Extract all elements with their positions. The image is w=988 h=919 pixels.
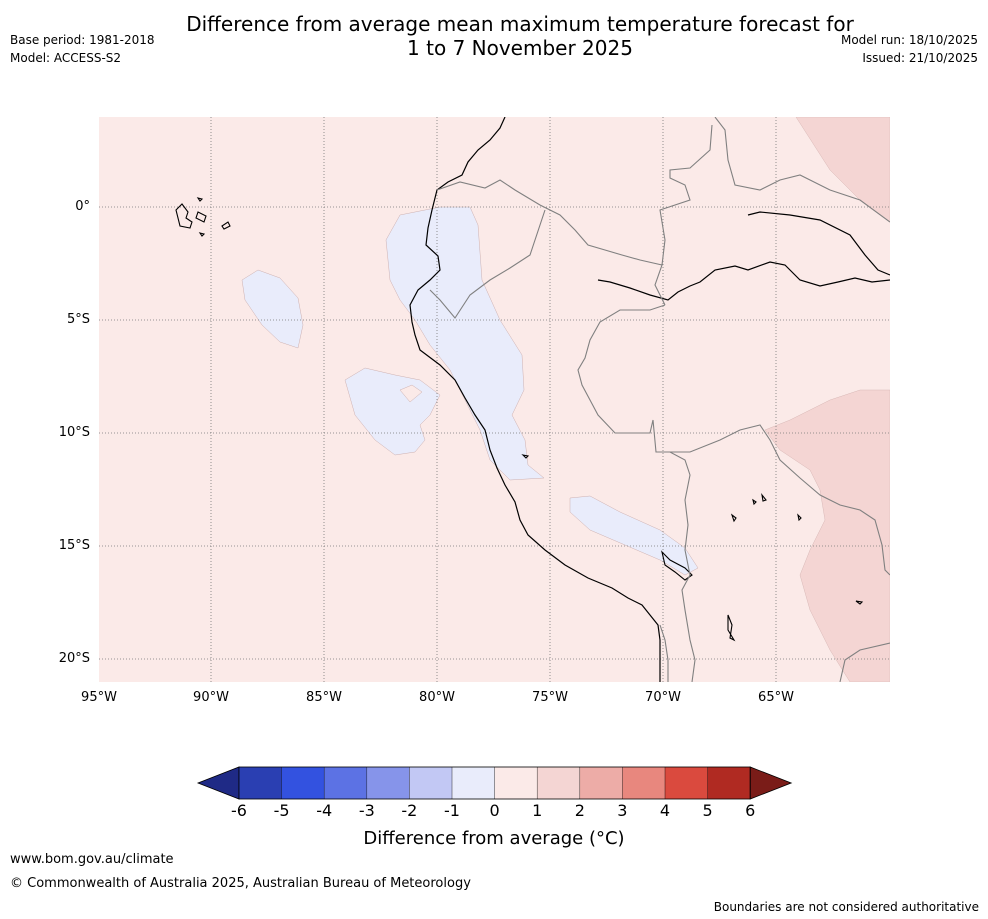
colorbar-swatch [324, 767, 367, 799]
colorbar-tick-label: -3 [358, 801, 375, 820]
coastline-east [597, 211, 890, 301]
colorbar-tick-label: -4 [316, 801, 333, 820]
colorbar-swatch [366, 767, 410, 799]
colorbar-swatch [281, 767, 325, 799]
country-borders [429, 117, 890, 682]
colorbar-tick-label: 2 [574, 801, 585, 820]
gridlines [99, 117, 890, 682]
lon-label-95w: 95°W [81, 690, 117, 705]
colorbar-swatch [409, 767, 452, 799]
lat-label-15s: 15°S [58, 538, 90, 553]
coastline [409, 117, 661, 682]
colorbar-tick-label: -5 [273, 801, 290, 820]
colorbar-swatch [622, 767, 665, 799]
colorbar-tick-label: 3 [617, 801, 628, 820]
colorbar-swatch [452, 767, 495, 799]
colorbar-tick-label: 1 [532, 801, 543, 820]
colorbar-extend-high [749, 766, 793, 800]
colorbar-swatch [579, 767, 623, 799]
colorbar-tick-label: 4 [659, 801, 671, 820]
lon-label-65w: 65°W [758, 690, 794, 705]
lat-label-5s: 5°S [66, 312, 90, 327]
anomaly-region-coastal [385, 206, 545, 481]
colorbar-tick-label: -2 [401, 801, 418, 820]
colorbar-tick-label: -6 [231, 801, 247, 820]
website-link[interactable]: www.bom.gov.au/climate [10, 852, 174, 867]
anomaly-region-1-2-east [764, 389, 890, 682]
lon-label-85w: 85°W [306, 690, 342, 705]
colorbar-tick-label: 0 [489, 801, 500, 820]
colorbar-swatch [494, 767, 538, 799]
issued-date: Issued: 21/10/2025 [862, 51, 978, 65]
boundary-disclaimer: Boundaries are not considered authoritat… [713, 900, 979, 914]
colorbar-tick-label: 5 [702, 801, 713, 820]
colorbar-swatch [707, 767, 751, 799]
map-title: Difference from average mean maximum tem… [0, 12, 988, 60]
meta-left: Base period: 1981-2018 Model: ACCESS-S2 [10, 31, 155, 67]
meta-right: Model run: 18/10/2025 Issued: 21/10/2025 [841, 31, 978, 67]
copyright-notice: © Commonwealth of Australia 2025, Austra… [10, 876, 471, 891]
lon-label-90w: 90°W [193, 690, 229, 705]
lon-label-80w: 80°W [419, 690, 455, 705]
lat-label-10s: 10°S [58, 425, 90, 440]
title-line-2: 1 to 7 November 2025 [407, 36, 633, 60]
colorbar-tick-label: -1 [444, 801, 460, 820]
lat-label-20s: 20°S [58, 651, 90, 666]
colorbar-tick-label: 6 [745, 801, 756, 820]
model-run: Model run: 18/10/2025 [840, 33, 978, 47]
lat-label-0: 0° [75, 199, 90, 214]
colorbar-swatch [239, 767, 282, 799]
title-line-1: Difference from average mean maximum tem… [186, 12, 854, 36]
base-period: Base period: 1981-2018 [10, 33, 155, 47]
colorbar-extend-low [196, 766, 240, 800]
colorbar-swatch [537, 767, 580, 799]
colorbar-swatch [665, 767, 708, 799]
colorbar [196, 766, 793, 800]
model-name: Model: ACCESS-S2 [10, 51, 122, 65]
lon-label-70w: 70°W [645, 690, 681, 705]
anomaly-region-galapagos-west [241, 269, 304, 349]
colorbar-label: Difference from average (°C) [363, 828, 625, 849]
lon-label-75w: 75°W [532, 690, 568, 705]
anomaly-hole [399, 384, 423, 403]
